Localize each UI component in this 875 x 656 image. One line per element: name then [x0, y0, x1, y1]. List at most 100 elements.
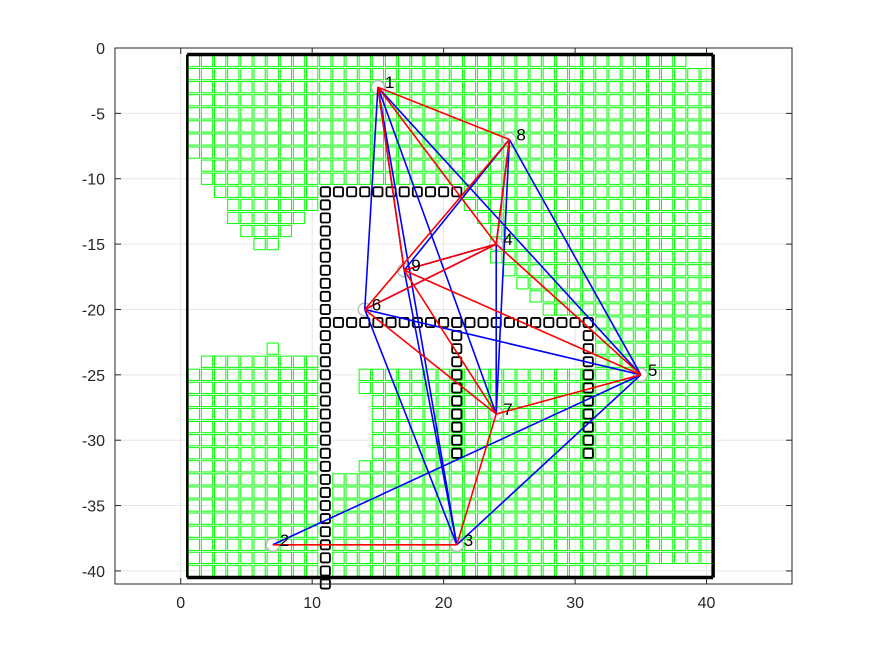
free-cell	[371, 107, 385, 120]
axes-background	[115, 48, 792, 584]
free-cell	[687, 421, 700, 434]
free-cell	[319, 107, 332, 120]
free-cell	[647, 473, 661, 486]
free-cell	[398, 447, 411, 460]
free-cell	[608, 486, 621, 499]
free-cell	[595, 407, 608, 421]
free-cell	[647, 342, 661, 355]
plot-area: 1 2 3 4 5 6 7 8 9 0 10 20 30 40 0 -5 -10 -15 -20 -25 -30 -35 -…	[82, 41, 793, 612]
free-cell	[621, 407, 634, 421]
free-cell	[384, 525, 398, 538]
free-cell	[306, 499, 319, 512]
free-cell	[516, 447, 529, 460]
free-cell	[687, 185, 700, 198]
free-cell	[634, 381, 647, 395]
free-cell	[437, 133, 450, 146]
obstacle-cell	[503, 317, 515, 329]
free-cell	[595, 538, 608, 551]
free-cell	[660, 499, 674, 512]
free-cell	[306, 512, 319, 525]
free-cell	[621, 94, 634, 107]
free-cell	[253, 211, 266, 225]
free-cell	[253, 120, 266, 133]
free-cell	[674, 172, 687, 185]
free-cell	[634, 159, 647, 172]
free-cell	[660, 237, 674, 251]
free-cell	[595, 277, 608, 290]
free-cell	[227, 146, 240, 159]
free-cell	[371, 473, 385, 486]
free-cell	[608, 146, 621, 159]
free-cell	[503, 120, 516, 133]
free-cell	[503, 460, 516, 473]
node-label-3: 3	[464, 531, 473, 550]
free-cell	[503, 421, 516, 434]
free-cell	[279, 120, 293, 133]
free-cell	[555, 94, 569, 107]
free-cell	[542, 211, 555, 225]
obstacle-cell	[319, 343, 331, 355]
free-cell	[660, 434, 674, 447]
free-cell	[200, 81, 214, 94]
edge-1-6	[363, 87, 379, 310]
free-cell	[292, 525, 306, 538]
free-cell	[200, 133, 214, 146]
free-cell	[595, 486, 608, 499]
free-cell	[424, 512, 437, 525]
free-cell	[450, 499, 463, 512]
free-cell	[240, 473, 253, 486]
free-cell	[529, 264, 542, 277]
free-cell	[647, 146, 661, 159]
free-cell	[516, 133, 529, 146]
free-cell	[542, 421, 555, 434]
free-cell	[306, 81, 319, 94]
free-cell	[660, 264, 674, 277]
free-cell	[214, 368, 227, 381]
free-cell	[608, 421, 621, 434]
free-cell	[660, 460, 674, 473]
free-cell	[582, 224, 595, 238]
free-cell	[568, 473, 582, 486]
free-cell	[476, 525, 490, 538]
free-cell	[463, 94, 477, 107]
free-cell	[568, 68, 582, 81]
free-cell	[292, 447, 306, 460]
free-cell	[292, 460, 306, 473]
free-cell	[253, 368, 266, 381]
free-cell	[345, 172, 358, 185]
free-cell	[450, 421, 463, 434]
free-cell	[555, 198, 569, 211]
free-cell	[608, 407, 621, 421]
free-cell	[568, 81, 582, 94]
free-cell	[582, 94, 595, 107]
free-cell	[279, 146, 293, 159]
free-cell	[608, 525, 621, 538]
free-cell	[490, 538, 503, 551]
obstacle-cell	[319, 369, 331, 381]
free-cell	[266, 211, 279, 225]
free-cell	[240, 381, 253, 395]
free-cell	[582, 81, 595, 94]
free-cell	[384, 499, 398, 512]
free-cell	[437, 447, 450, 460]
free-cell	[240, 421, 253, 434]
free-cell	[358, 159, 371, 172]
free-cell	[306, 159, 319, 172]
free-cell	[582, 434, 595, 447]
free-cell	[647, 211, 661, 225]
free-cell	[568, 381, 582, 395]
free-cell	[634, 120, 647, 133]
free-cell	[582, 172, 595, 185]
free-cell	[608, 264, 621, 277]
free-cell	[292, 512, 306, 525]
free-cell	[582, 368, 595, 381]
free-cell	[568, 224, 582, 238]
free-cell	[200, 434, 214, 447]
free-cell	[332, 172, 345, 185]
free-cell	[660, 224, 674, 238]
free-cell	[358, 133, 371, 146]
free-cell	[490, 159, 503, 172]
free-cell	[674, 551, 687, 564]
free-cell	[227, 512, 240, 525]
free-cell	[687, 525, 700, 538]
